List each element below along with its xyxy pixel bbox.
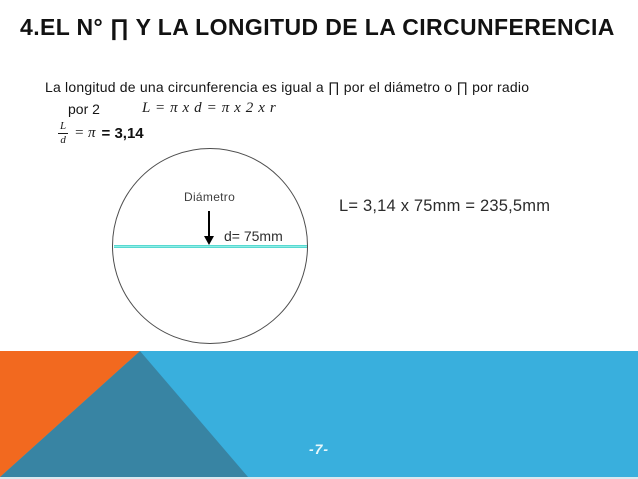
fraction-denominator: d [58,133,68,146]
slide-title: 4.EL N° ∏ Y LA LONGITUD DE LA CIRCUNFERE… [20,14,615,40]
pi-ratio-formula: L d = π = 3,14 [58,121,144,146]
circumference-calculation: L= 3,14 x 75mm = 235,5mm [339,197,551,215]
diameter-value: d= 75mm [224,228,283,244]
band-teal-triangle [0,351,248,477]
circumference-formula: L = π x d = π x 2 x r [142,100,277,116]
body-text-line2-prefix: por 2 [68,101,100,117]
bottom-band-graphic [0,351,638,479]
diameter-label: Diámetro [184,190,236,204]
diameter-line [114,245,307,248]
page-number: -7- [308,441,330,457]
down-arrow-icon [208,211,210,237]
pi-value-text: = 3,14 [101,125,144,142]
down-arrow-head-icon [204,236,214,245]
length-over-diameter-fraction: L d [58,121,68,146]
equals-pi-text: = π [74,125,96,141]
decorative-bottom-band [0,351,638,479]
fraction-numerator: L [60,120,67,132]
body-text-line1: La longitud de una circunferencia es igu… [45,79,530,95]
band-orange-triangle [0,351,140,477]
band-bottom-strip [0,477,638,479]
